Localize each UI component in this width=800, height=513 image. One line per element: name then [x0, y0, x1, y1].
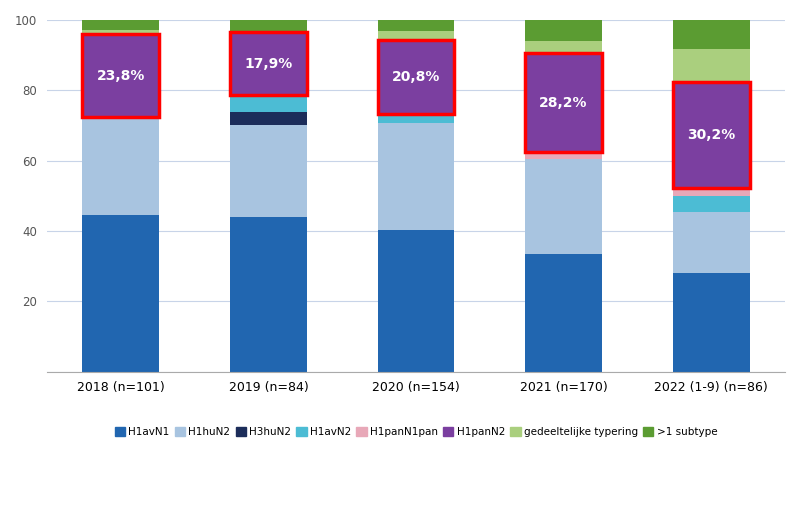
- Bar: [673, 82, 750, 188]
- Bar: [378, 230, 454, 371]
- Text: 30,2%: 30,2%: [687, 128, 735, 142]
- Bar: [673, 49, 750, 82]
- Bar: [82, 34, 159, 117]
- Bar: [82, 34, 159, 117]
- Bar: [378, 41, 454, 113]
- Bar: [526, 53, 602, 152]
- Text: 17,9%: 17,9%: [244, 57, 293, 71]
- Text: 28,2%: 28,2%: [539, 95, 588, 110]
- Bar: [230, 32, 306, 95]
- Bar: [673, 196, 750, 212]
- Bar: [673, 20, 750, 49]
- Bar: [526, 254, 602, 371]
- Bar: [378, 41, 454, 113]
- Bar: [526, 53, 602, 152]
- Bar: [526, 159, 602, 254]
- Bar: [82, 215, 159, 371]
- Bar: [230, 20, 306, 32]
- Bar: [526, 20, 602, 41]
- Bar: [673, 188, 750, 196]
- Bar: [230, 125, 306, 217]
- Bar: [230, 95, 306, 112]
- Bar: [673, 212, 750, 273]
- Bar: [378, 113, 454, 123]
- Bar: [230, 112, 306, 125]
- Text: 23,8%: 23,8%: [97, 69, 145, 83]
- Bar: [526, 152, 602, 159]
- Bar: [378, 31, 454, 41]
- Bar: [673, 82, 750, 188]
- Bar: [230, 217, 306, 371]
- Bar: [230, 32, 306, 95]
- Bar: [378, 20, 454, 31]
- Bar: [82, 117, 159, 215]
- Bar: [526, 41, 602, 53]
- Legend: H1avN1, H1huN2, H3huN2, H1avN2, H1panN1pan, H1panN2, gedeeltelijke typering, >1 : H1avN1, H1huN2, H3huN2, H1avN2, H1panN1p…: [110, 423, 722, 441]
- Text: 20,8%: 20,8%: [392, 70, 440, 84]
- Bar: [82, 30, 159, 34]
- Bar: [673, 273, 750, 371]
- Bar: [378, 123, 454, 230]
- Bar: [82, 20, 159, 30]
